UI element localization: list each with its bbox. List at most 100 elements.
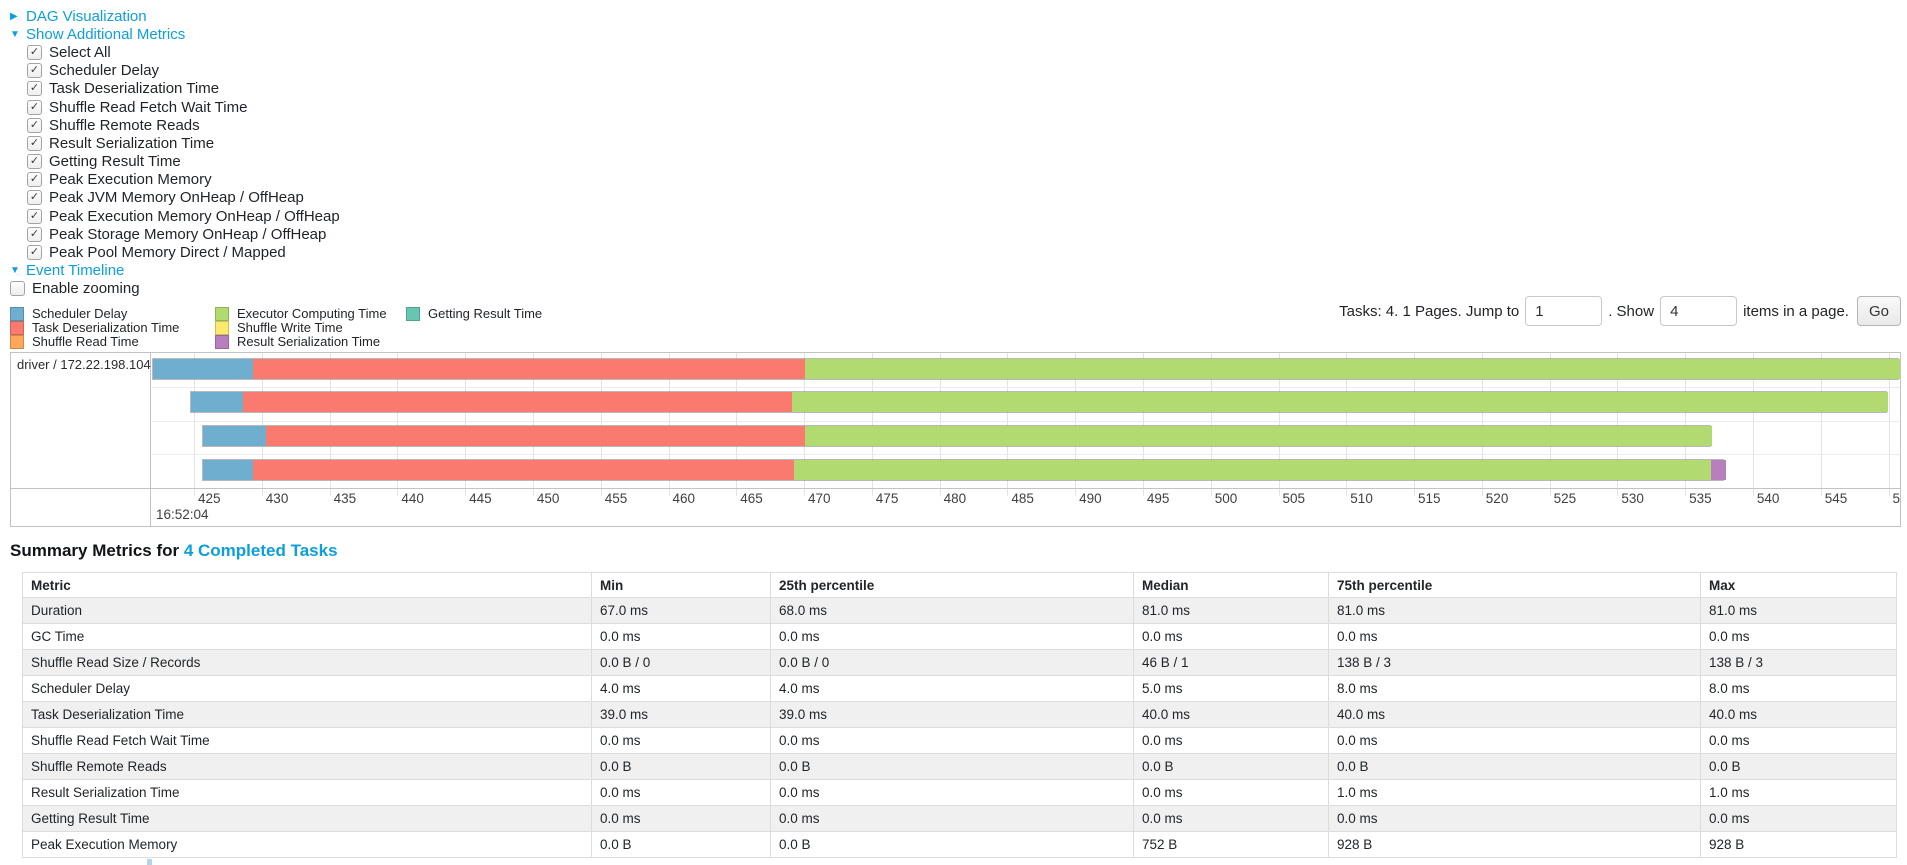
metric-checkbox-label: Peak Execution Memory — [49, 171, 212, 189]
legend-column: Scheduler Delay Task Deserialization Time… — [10, 306, 187, 349]
table-header-row: Metric Min 25th percentile Median 75th perce… — [22, 572, 1897, 598]
items-per-page-input[interactable] — [1660, 296, 1738, 326]
table-cell: 0.0 ms — [591, 623, 771, 650]
timeline-tick-label: 465 — [740, 491, 763, 506]
peak-jvm-memory-onheap-offheap-checkbox[interactable]: ✓ — [27, 190, 42, 206]
go-button[interactable]: Go — [1856, 296, 1901, 326]
metric-checkbox-row-peak-execution-memory: ✓ Peak Execution Memory — [10, 171, 340, 189]
table-cell: Duration — [22, 597, 592, 624]
scheduler-delay-checkbox[interactable]: ✓ — [27, 63, 42, 79]
table-cell: 0.0 B — [591, 831, 771, 858]
timeline-legend: Scheduler Delay Task Deserialization Time… — [10, 306, 543, 349]
timeline-tick-label: 515 — [1418, 491, 1441, 506]
timeline-tick-label: 425 — [198, 491, 221, 506]
legend-item-scheduler-delay: Scheduler Delay — [10, 306, 187, 321]
scheduler-delay-segment — [203, 426, 266, 446]
check-icon: ✓ — [29, 118, 40, 131]
legend-item-result-serialization-time: Result Serialization Time — [215, 334, 381, 349]
peak-storage-memory-onheap-offheap-checkbox[interactable]: ✓ — [27, 226, 42, 242]
executor-computing-segment — [791, 392, 1889, 413]
table-cell: 0.0 ms — [1328, 727, 1701, 754]
timeline-tick-label: 550 — [1892, 491, 1901, 506]
getting-result-time-checkbox[interactable]: ✓ — [27, 154, 42, 170]
timeline-tick-label: 540 — [1756, 491, 1780, 506]
table-cell: 81.0 ms — [1700, 597, 1897, 624]
metric-checkbox-label: Peak JVM Memory OnHeap / OffHeap — [49, 189, 304, 207]
table-cell: 40.0 ms — [1133, 701, 1329, 728]
enable-zooming-row: Enable zooming — [10, 280, 340, 298]
metric-checkbox-row-task-deserialization-time: ✓ Task Deserialization Time — [10, 80, 340, 98]
task-deserialization-time-checkbox[interactable]: ✓ — [27, 81, 42, 97]
metric-checkbox-label: Peak Execution Memory OnHeap / OffHeap — [49, 207, 340, 225]
timeline-axis-line — [11, 488, 1900, 489]
executor-computing-segment — [794, 459, 1711, 480]
task-bar-4[interactable] — [202, 458, 1726, 481]
event-timeline-chart: driver / 172.22.198.104 425 430 435 440 445 4… — [10, 352, 1901, 527]
table-cell: Shuffle Read Size / Records — [22, 649, 592, 676]
timeline-gridline — [1075, 353, 1077, 496]
table-cell: 40.0 ms — [1700, 701, 1897, 728]
legend-label: Result Serialization Time — [237, 334, 381, 349]
timeline-tick-label: 440 — [401, 491, 424, 506]
timeline-gridline — [532, 353, 534, 496]
table-cell: 138 B / 3 — [1328, 649, 1701, 676]
enable-zooming-checkbox[interactable] — [10, 281, 25, 297]
section-dag-visualization-label: DAG Visualization — [26, 7, 147, 25]
timeline-gridline — [1549, 353, 1551, 496]
task-bar-2[interactable] — [190, 391, 1889, 414]
executor-computing-time-swatch-icon — [215, 306, 229, 321]
section-event-timeline[interactable]: ▼ Event Timeline — [10, 262, 340, 280]
table-cell: 0.0 B — [591, 753, 771, 780]
timeline-gridline — [194, 353, 195, 496]
check-icon: ✓ — [29, 64, 40, 77]
table-cell: 0.0 ms — [770, 623, 1134, 650]
table-row-result-serialization-time: Result Serialization Time 0.0 ms 0.0 ms 0.0… — [22, 779, 1897, 806]
peak-execution-memory-checkbox[interactable]: ✓ — [27, 172, 42, 188]
task-bar-1[interactable] — [152, 357, 1900, 380]
shuffle-remote-reads-checkbox[interactable]: ✓ — [27, 117, 42, 133]
table-header-metric: Metric — [22, 572, 592, 598]
peak-execution-memory-onheap-offheap-checkbox[interactable]: ✓ — [27, 208, 42, 224]
completed-tasks-link[interactable]: 4 Completed Tasks — [183, 541, 338, 560]
metric-checkbox-label: Getting Result Time — [49, 153, 181, 171]
metric-checkbox-row-getting-result-time: ✓ Getting Result Time — [10, 153, 340, 171]
timeline-major-label: 16:52:04 — [156, 507, 209, 522]
table-cell: Result Serialization Time — [22, 779, 592, 806]
table-cell: 8.0 ms — [1700, 675, 1897, 702]
timeline-tick-label: 485 — [1011, 491, 1034, 506]
legend-label: Getting Result Time — [428, 306, 543, 322]
task-bar-3[interactable] — [202, 425, 1712, 447]
table-cell: 0.0 B — [1700, 753, 1897, 780]
stage-controls: ▶ DAG Visualization ▼ Show Additional Me… — [10, 7, 340, 298]
section-dag-visualization[interactable]: ▶ DAG Visualization — [10, 7, 340, 25]
table-cell: 0.0 ms — [1700, 623, 1897, 650]
table-cell: 1.0 ms — [1700, 779, 1897, 806]
scheduler-delay-segment — [191, 392, 243, 413]
timeline-tick-label: 510 — [1350, 491, 1373, 506]
section-show-additional-metrics[interactable]: ▼ Show Additional Metrics — [10, 25, 340, 43]
legend-item-shuffle-read-time: Shuffle Read Time — [10, 334, 187, 349]
peak-pool-memory-direct-mapped-checkbox[interactable]: ✓ — [27, 245, 42, 261]
table-cell: 752 B — [1133, 831, 1329, 858]
jump-to-page-input[interactable] — [1525, 296, 1603, 326]
summary-heading-prefix: Summary Metrics for — [10, 541, 184, 560]
shuffle-read-fetch-wait-time-checkbox[interactable]: ✓ — [27, 99, 42, 115]
check-icon: ✓ — [29, 173, 40, 186]
timeline-tick-label: 530 — [1621, 491, 1644, 506]
result-serialization-time-checkbox[interactable]: ✓ — [27, 135, 42, 151]
timeline-tick-label: 545 — [1824, 491, 1848, 506]
metric-checkbox-label: Scheduler Delay — [49, 62, 160, 80]
legend-label: Executor Computing Time — [237, 306, 387, 322]
timeline-tick-label: 495 — [1146, 491, 1170, 506]
shuffle-read-time-swatch-icon — [10, 334, 24, 349]
timeline-group-label: driver / 172.22.198.104 — [17, 357, 151, 372]
check-icon: ✓ — [29, 246, 40, 259]
summary-metrics-heading: Summary Metrics for 4 Completed Tasks — [10, 541, 338, 561]
select-all-checkbox[interactable]: ✓ — [27, 44, 42, 60]
table-row-shuffle-read-fetch-wait-time: Shuffle Read Fetch Wait Time 0.0 ms 0.0 ms… — [22, 727, 1897, 754]
timeline-tick-label: 455 — [604, 491, 628, 506]
scheduler-delay-swatch-icon — [10, 306, 24, 321]
task-deserialization-time-swatch-icon — [10, 320, 24, 335]
getting-result-time-swatch-icon — [406, 306, 420, 321]
table-cell: 0.0 B / 0 — [770, 649, 1134, 676]
